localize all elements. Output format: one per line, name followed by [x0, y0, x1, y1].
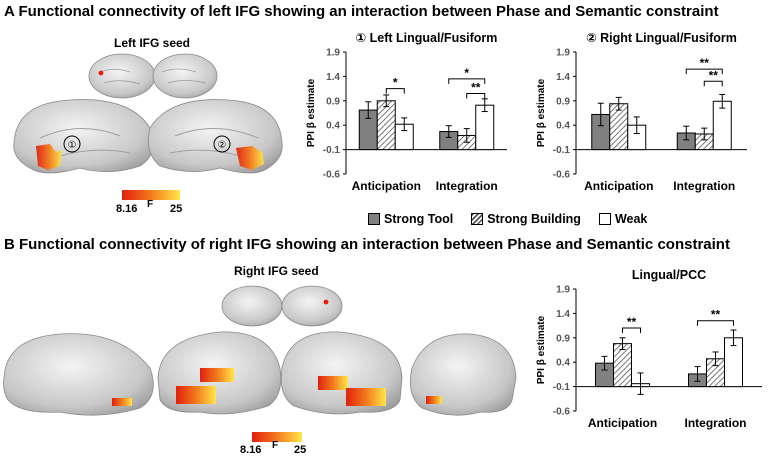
panel-a-title: A Functional connectivity of left IFG sh… [4, 3, 719, 20]
panel-a-colorbar [122, 190, 180, 200]
panel-a-letter: A [4, 3, 15, 20]
y-tick-label: 0.4 [556, 121, 570, 132]
left-ifg-seed-label: Left IFG seed [114, 36, 191, 50]
panel-a-brain-figure: ① ② [13, 53, 283, 200]
x-category-label: Integration [673, 179, 735, 193]
y-tick-label: 1.9 [556, 285, 570, 296]
chart-title: Lingual/PCC [632, 268, 706, 282]
panel-b-colorbar [252, 432, 302, 442]
left-medial-brain: ① [13, 99, 154, 174]
panel-a-title-text: Functional connectivity of left IFG show… [18, 3, 719, 20]
significance-bracket [385, 88, 405, 94]
left-medial-brain-b [157, 331, 282, 415]
y-tick-label: 0.9 [326, 96, 340, 107]
legend-item-strong-building: Strong Building [471, 212, 581, 226]
x-category-label: Anticipation [588, 416, 657, 430]
right-medial-brain-b [280, 331, 403, 415]
significance-bracket [697, 320, 734, 326]
y-tick-label: 1.9 [326, 48, 340, 59]
significance-label: ** [709, 68, 719, 82]
legend-swatch-gray [368, 213, 380, 225]
significance-label: * [464, 66, 469, 80]
significance-label: ** [627, 315, 637, 329]
small-left-lateral-brain [88, 53, 156, 99]
marker-1-circle [63, 135, 81, 153]
panel-b-colorbar-max: 25 [294, 444, 307, 456]
significance-label: * [393, 76, 398, 90]
legend-item-weak: Weak [598, 212, 648, 226]
panel-b-title-text: Functional connectivity of right IFG sho… [19, 236, 730, 253]
small-right-lateral-brain [152, 53, 218, 99]
panel-b-title: B Functional connectivity of right IFG s… [4, 236, 730, 253]
right-lingual-fusiform-cluster [236, 146, 264, 170]
small-right-lateral-brain-b [281, 285, 343, 327]
y-tick-label: -0.1 [323, 145, 341, 156]
significance-label: ** [711, 308, 721, 322]
panel-b-brain-figure [3, 285, 517, 442]
bar [613, 343, 632, 388]
chart-left-lingual-fusiform: ① Left Lingual/Fusiform 1.9 1.4 0.9 0.4 -0.1 -… [306, 31, 507, 193]
x-category-label: Integration [685, 416, 747, 430]
marker-2-label: ② [218, 140, 227, 151]
panel-a-colorbar-max: 25 [170, 203, 183, 215]
right-lateral-brain-b [409, 333, 517, 416]
chart-title: ① Left Lingual/Fusiform [356, 31, 498, 45]
significance-bracket [685, 68, 723, 75]
y-tick-label: 0.4 [326, 121, 340, 132]
y-axis-label: PPI β estimate [536, 78, 547, 147]
y-tick-label: -0.6 [323, 170, 341, 181]
right-ifg-seed-dot [323, 299, 329, 305]
panel-b-letter: B [4, 236, 15, 253]
y-tick-label: -0.6 [553, 170, 571, 181]
left-ifg-seed-dot [98, 70, 104, 76]
y-tick-label: -0.1 [553, 145, 571, 156]
legend-label-strong-tool: Strong Tool [384, 212, 454, 226]
y-tick-label: 1.9 [556, 48, 570, 59]
panel-a-colorbar-stat: F [147, 199, 154, 210]
x-category-label: Integration [436, 179, 498, 193]
y-tick-label: 1.4 [326, 72, 340, 83]
bar [609, 103, 629, 151]
legend-swatch-white [598, 213, 611, 225]
legend-label-weak: Weak [614, 212, 648, 226]
significance-label: ** [700, 56, 710, 70]
legend: Strong Tool Strong Building Weak [368, 212, 647, 226]
y-axis-label: PPI β estimate [536, 315, 547, 384]
small-left-lateral-brain-b [221, 285, 283, 327]
panel-b-colorbar-min: 8.16 [240, 444, 262, 456]
y-tick-label: 1.4 [556, 72, 570, 83]
left-lateral-brain-b [3, 333, 154, 416]
y-tick-label: -0.6 [553, 407, 571, 418]
panel-a-colorbar-min: 8.16 [116, 203, 138, 215]
bar [376, 100, 396, 151]
chart-title: ② Right Lingual/Fusiform [586, 31, 737, 45]
right-medial-brain: ② [147, 99, 283, 174]
significance-bracket [703, 80, 723, 87]
y-tick-label: 0.9 [556, 333, 570, 344]
y-tick-label: 1.4 [556, 309, 570, 320]
x-category-label: Anticipation [584, 179, 653, 193]
significance-label: ** [471, 80, 481, 94]
marker-2-circle [213, 135, 231, 153]
y-tick-label: 0.4 [556, 358, 570, 369]
legend-item-strong-tool: Strong Tool [368, 212, 453, 226]
y-tick-label: 0.9 [556, 96, 570, 107]
y-tick-label: -0.1 [553, 382, 571, 393]
right-ifg-seed-label: Right IFG seed [234, 264, 319, 278]
marker-1-label: ① [68, 140, 77, 151]
legend-swatch-hatch [471, 213, 484, 225]
significance-bracket [448, 78, 486, 84]
panel-b-colorbar-stat: F [272, 440, 279, 451]
significance-bracket [622, 327, 641, 334]
significance-bracket [466, 92, 486, 99]
x-category-label: Anticipation [352, 179, 421, 193]
chart-lingual-pcc: Lingual/PCC 1.9 1.4 0.9 0.4 -0.1 -0.6 PPI β est… [536, 268, 762, 430]
legend-label-strong-building: Strong Building [487, 212, 581, 226]
left-lingual-fusiform-cluster [36, 144, 62, 170]
y-axis-label: PPI β estimate [306, 78, 317, 147]
chart-right-lingual-fusiform: ② Right Lingual/Fusiform 1.9 1.4 0.9 0.4 -0.1… [536, 31, 747, 193]
